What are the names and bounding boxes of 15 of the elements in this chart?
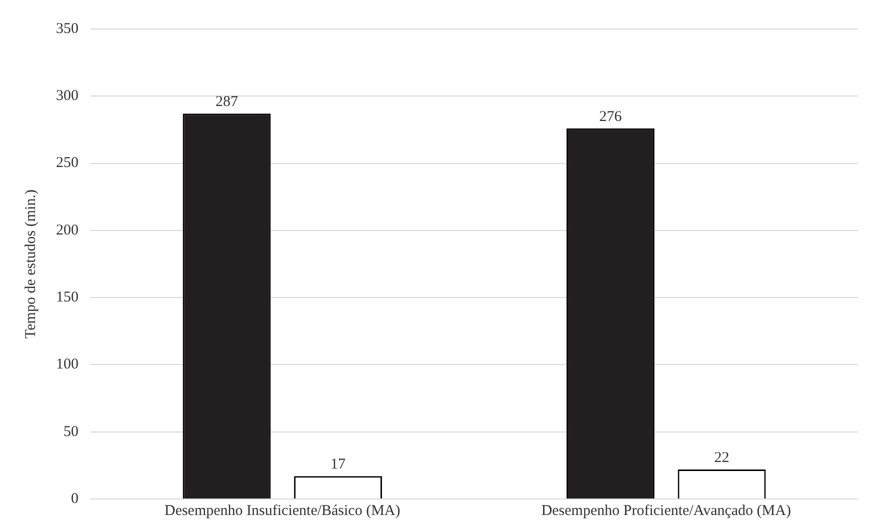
data-label: 17 bbox=[330, 456, 346, 473]
y-axis-title: Tempo de estudos (min.) bbox=[22, 190, 39, 338]
y-tick-label: 250 bbox=[56, 155, 78, 172]
y-tick-label: 350 bbox=[56, 20, 78, 37]
y-tick-label: 200 bbox=[56, 222, 78, 238]
data-label: 22 bbox=[714, 450, 730, 466]
x-tick-label: Desempenho Insuficiente/Básico (MA) bbox=[164, 502, 400, 519]
y-tick-label: 150 bbox=[56, 290, 78, 306]
y-tick-label: 100 bbox=[56, 356, 78, 373]
data-label: 287 bbox=[215, 94, 238, 110]
y-tick-label: 300 bbox=[56, 88, 78, 104]
y-tick-label: 50 bbox=[64, 424, 78, 440]
x-tick-label: Desempenho Proficiente/Avançado (MA) bbox=[541, 502, 791, 519]
y-tick-label: 0 bbox=[71, 490, 78, 507]
data-label: 276 bbox=[599, 108, 622, 125]
